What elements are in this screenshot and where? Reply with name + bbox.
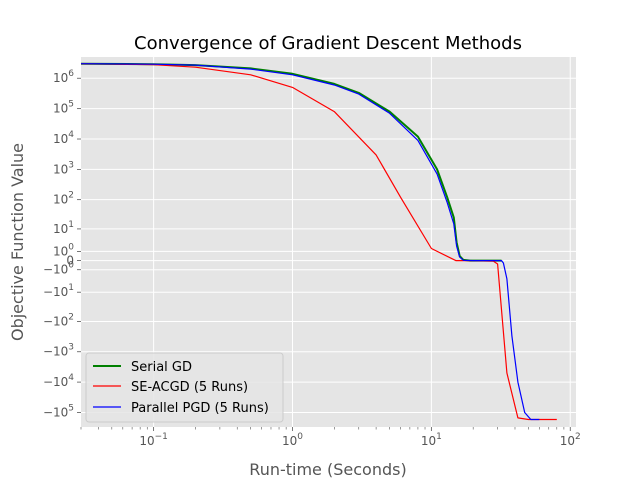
y-tick-label: −103: [43, 343, 74, 359]
legend-label-se-acgd: SE-ACGD (5 Runs): [131, 380, 248, 395]
x-ticks: 10−1 100 101 102: [80, 427, 581, 448]
y-tick-label: 103: [53, 160, 74, 176]
x-tick-label: 10−1: [139, 432, 168, 448]
y-tick-label: 0: [66, 254, 74, 268]
y-axis-label: Objective Function Value: [8, 143, 27, 341]
grid: [81, 57, 576, 427]
legend-label-parallel-pgd: Parallel PGD (5 Runs): [131, 401, 269, 416]
legend-label-serial-gd: Serial GD: [131, 360, 192, 375]
chart-title: Convergence of Gradient Descent Methods: [134, 33, 522, 54]
y-tick-label: −101: [43, 283, 74, 299]
y-tick-label: −102: [43, 312, 74, 328]
y-tick-label: −105: [43, 404, 74, 420]
x-tick-label: 101: [421, 432, 442, 448]
y-tick-label: 102: [53, 191, 74, 207]
y-tick-label: 101: [53, 220, 74, 236]
y-tick-label: −100: [43, 261, 74, 277]
x-axis-label: Run-time (Seconds): [249, 460, 406, 479]
series-lines: [80, 62, 557, 421]
y-tick-label: −104: [43, 373, 74, 389]
y-tick-label: 105: [53, 100, 74, 116]
series-line-parallel-pgd-5-runs: [80, 63, 540, 421]
legend-box: [85, 352, 284, 423]
x-tick-label: 102: [560, 432, 581, 448]
y-tick-label: 106: [53, 69, 74, 85]
y-tick-label: 104: [53, 130, 74, 146]
series-line-se-acgd-5-runs: [80, 63, 557, 421]
legend: Serial GD SE-ACGD (5 Runs) Parallel PGD …: [85, 352, 284, 423]
x-tick-label: 100: [282, 432, 303, 448]
y-tick-label: 100: [53, 242, 74, 258]
